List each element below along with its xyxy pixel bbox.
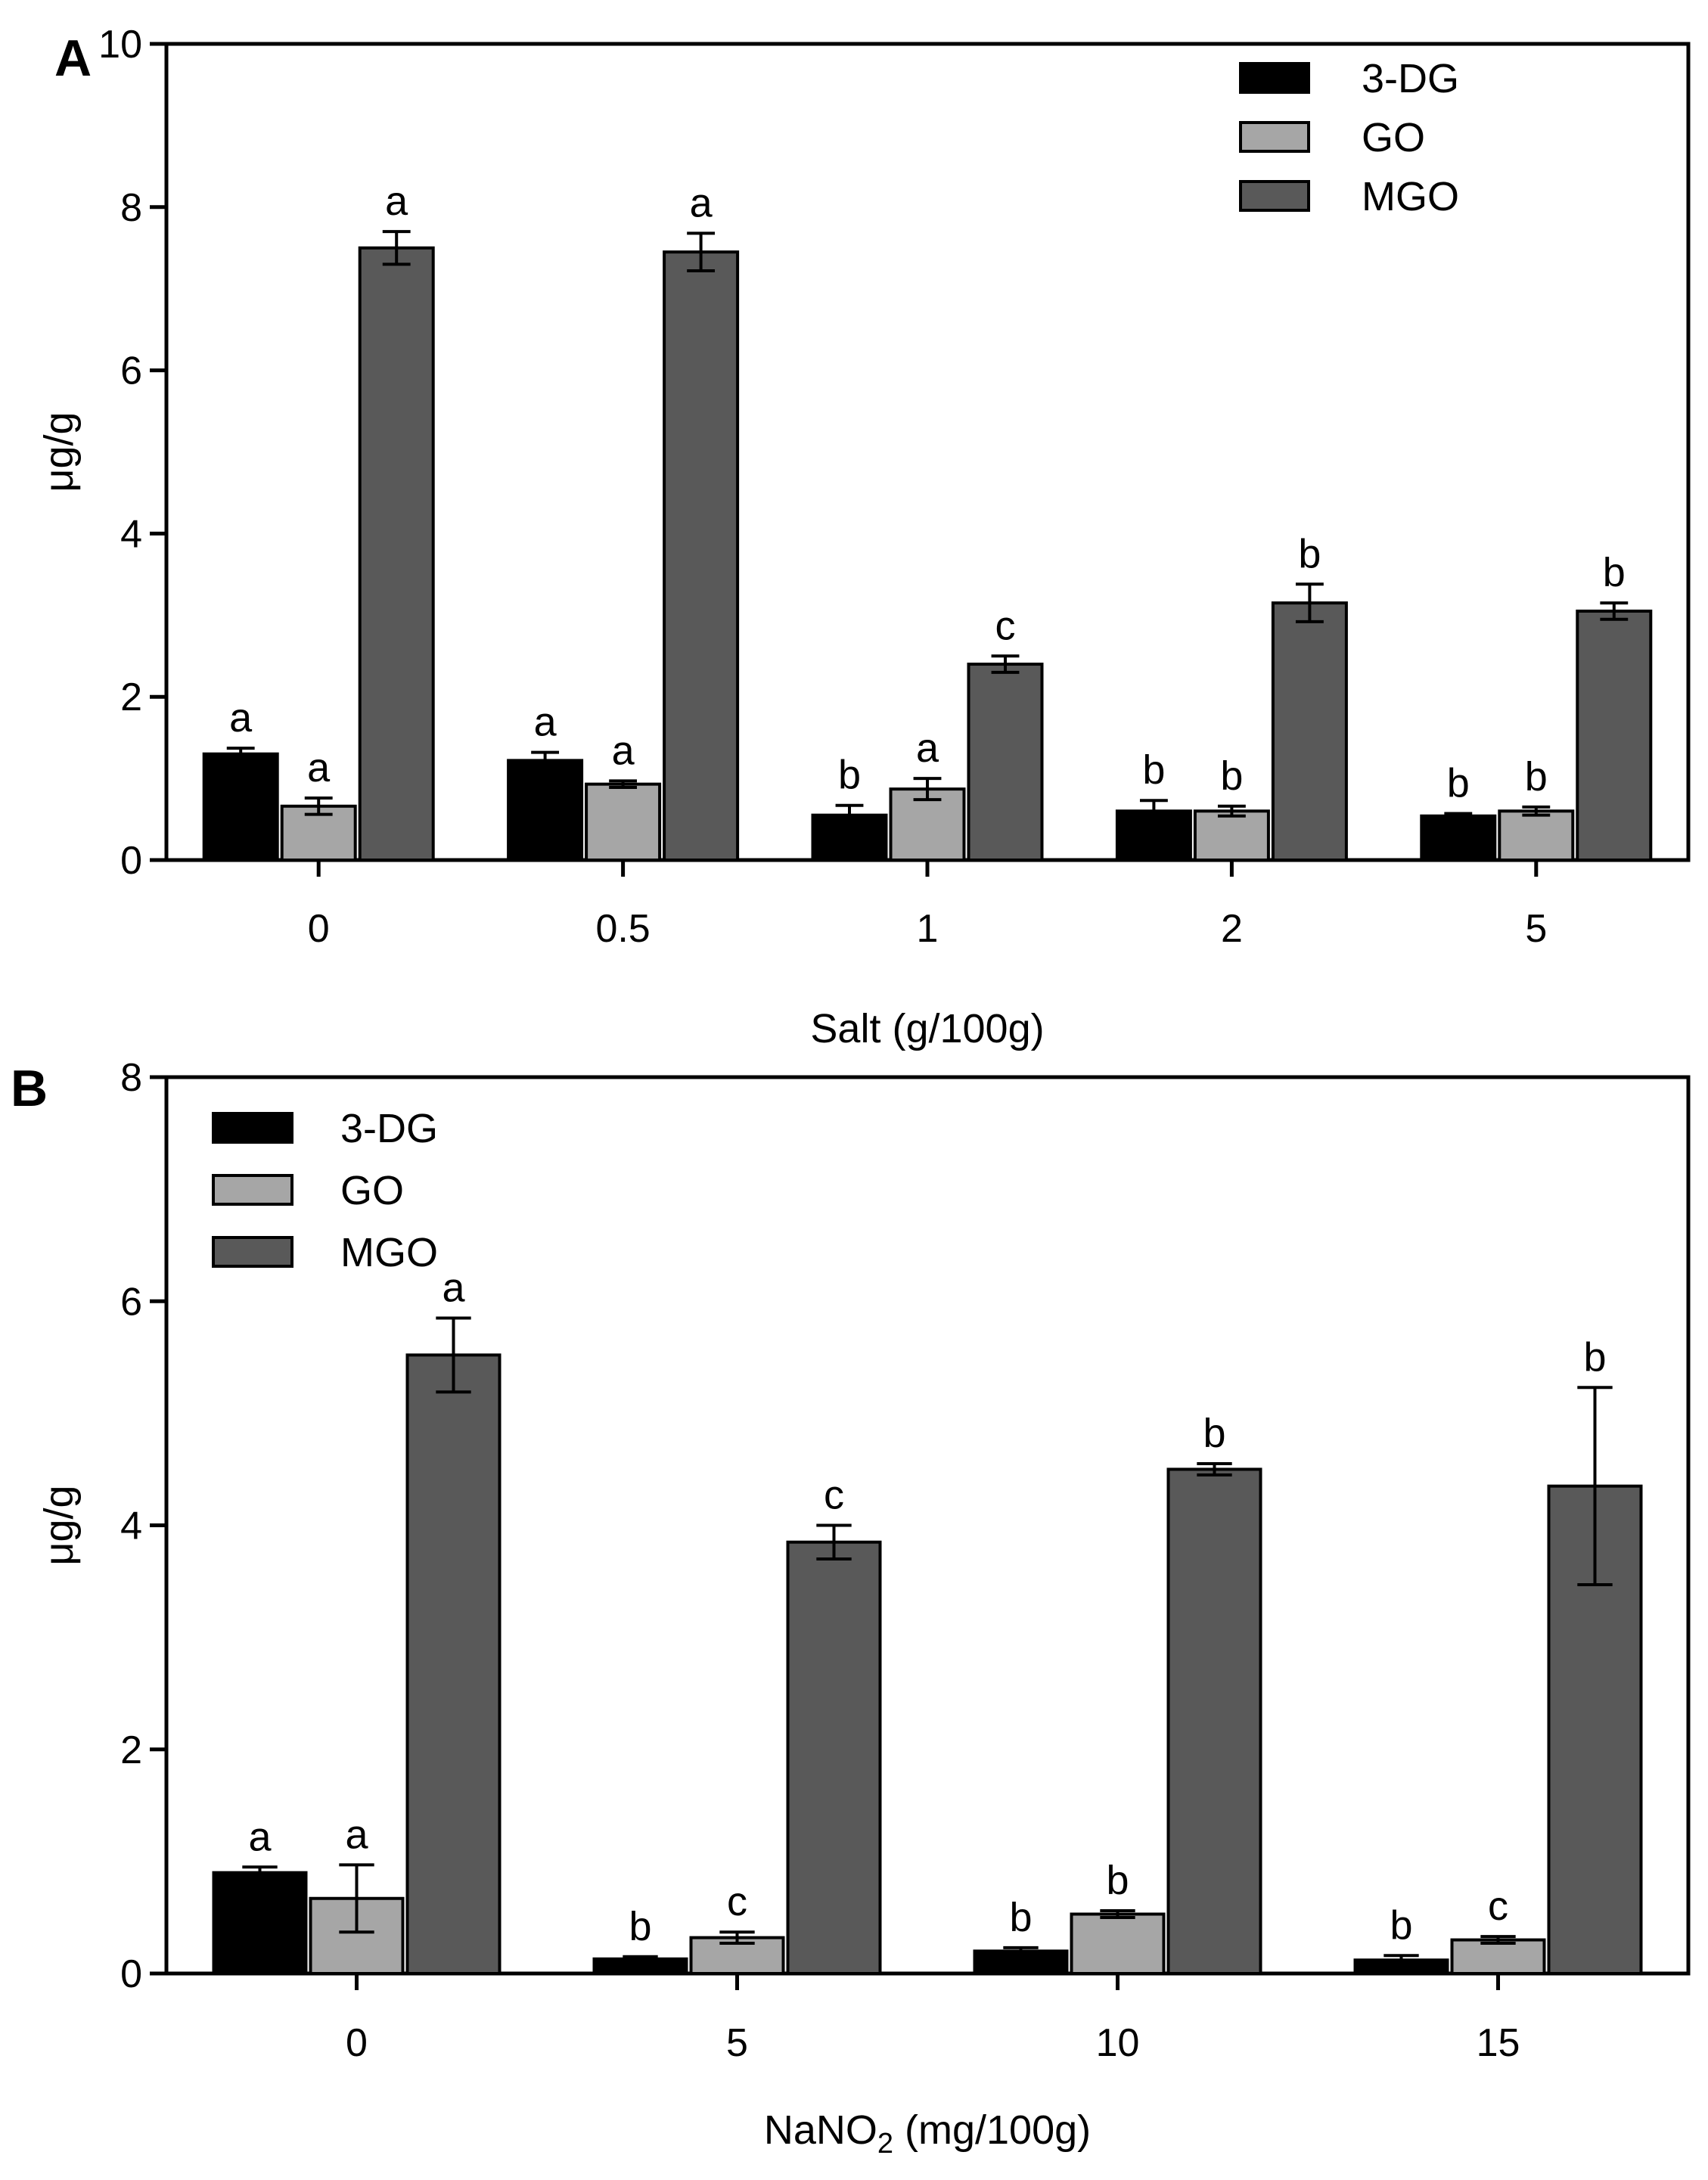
significance-letter: b bbox=[1583, 1334, 1606, 1380]
x-axis-label-subscript: 2 bbox=[877, 2128, 893, 2160]
chart-panel-a: 0 2 4 6 8 10 0 a a a 0.5 a a a 1 b a c 2 b b b 5 b b b 3-DG GO MGO μg… bbox=[36, 23, 1691, 1051]
bar-mgo bbox=[786, 1540, 882, 1975]
significance-letter: a bbox=[442, 1265, 465, 1310]
significance-letter: c bbox=[824, 1473, 844, 1518]
bar-mgo bbox=[358, 246, 435, 862]
x-axis-label-unit: (mg/100g) bbox=[893, 2107, 1091, 2153]
legend: 3-DG GO MGO bbox=[212, 1106, 438, 1275]
y-axis-label: μg/g bbox=[36, 1485, 82, 1565]
y-tick-label: 6 bbox=[120, 1280, 142, 1324]
bar-go bbox=[1070, 1912, 1166, 1975]
significance-letter: c bbox=[995, 603, 1016, 648]
y-tick-label: 4 bbox=[120, 1505, 142, 1548]
significance-letter: a bbox=[345, 1812, 368, 1857]
significance-letter: c bbox=[727, 1879, 747, 1924]
significance-letter: a bbox=[916, 725, 939, 771]
legend-swatch bbox=[1239, 62, 1310, 94]
bar-3-dg bbox=[202, 752, 279, 862]
legend-label: 3-DG bbox=[1362, 56, 1459, 101]
legend-swatch bbox=[212, 1236, 293, 1268]
significance-letter: a bbox=[248, 1814, 272, 1859]
significance-letter: b bbox=[1142, 747, 1165, 793]
bar-go bbox=[1498, 809, 1575, 862]
x-axis-label-main: NaNO bbox=[764, 2107, 877, 2153]
significance-letter: b bbox=[838, 753, 861, 798]
bar-mgo bbox=[967, 663, 1044, 862]
significance-letter: b bbox=[1009, 1895, 1032, 1940]
legend-swatch bbox=[1239, 180, 1310, 212]
legend-label: GO bbox=[340, 1168, 404, 1213]
y-tick-label: 6 bbox=[120, 349, 142, 393]
y-tick-label: 8 bbox=[120, 186, 142, 230]
significance-letter: b bbox=[1298, 531, 1321, 576]
significance-letter: b bbox=[1106, 1858, 1129, 1903]
y-axis-label: μg/g bbox=[36, 411, 82, 492]
x-tick-label: 5 bbox=[726, 2021, 748, 2065]
significance-letter: a bbox=[612, 728, 635, 773]
x-tick-label: 0 bbox=[308, 907, 330, 951]
significance-letter: b bbox=[1390, 1902, 1412, 1948]
y-tick-label: 0 bbox=[120, 839, 142, 883]
bar-mgo bbox=[663, 250, 740, 862]
panel-label: A bbox=[54, 30, 92, 87]
legend-label: GO bbox=[1362, 115, 1425, 160]
bar-3-dg bbox=[507, 759, 584, 862]
significance-letter: b bbox=[1525, 754, 1548, 800]
panel-label: B bbox=[11, 1060, 48, 1117]
significance-letter: b bbox=[1447, 760, 1470, 806]
legend-label: 3-DG bbox=[340, 1106, 438, 1151]
significance-letter: b bbox=[1220, 753, 1243, 799]
x-tick-label: 5 bbox=[1525, 907, 1547, 951]
legend-swatch bbox=[1239, 121, 1310, 153]
x-axis-label: Salt (g/100g) bbox=[810, 1006, 1044, 1051]
x-axis-label-main: Salt (g/100g) bbox=[810, 1006, 1044, 1051]
y-tick-label: 4 bbox=[120, 512, 142, 556]
bar-go bbox=[1193, 809, 1270, 862]
significance-letter: b bbox=[1603, 550, 1626, 595]
x-tick-label: 0.5 bbox=[595, 907, 650, 951]
bar-mgo bbox=[1166, 1467, 1262, 1975]
x-tick-label: 15 bbox=[1477, 2021, 1520, 2065]
bar-go bbox=[1450, 1938, 1546, 1975]
chart-panel-b: 0 2 4 6 8 0 a a a 5 b c c 10 b b b 15 b c b 3-DG GO MGO μg/g NaNO… bbox=[11, 1056, 1691, 2160]
significance-letter: a bbox=[385, 179, 408, 224]
significance-letter: a bbox=[229, 695, 253, 741]
y-tick-label: 0 bbox=[120, 1952, 142, 1996]
legend-label: MGO bbox=[1362, 174, 1459, 219]
x-tick-label: 10 bbox=[1096, 2021, 1140, 2065]
significance-letter: a bbox=[534, 700, 557, 745]
significance-letter: b bbox=[629, 1904, 651, 1949]
bar-3-dg bbox=[212, 1871, 308, 1975]
x-axis-label: NaNO2 (mg/100g) bbox=[764, 2107, 1091, 2160]
legend: 3-DG GO MGO bbox=[1239, 56, 1459, 219]
significance-letter: c bbox=[1488, 1883, 1508, 1929]
bar-mgo bbox=[1271, 601, 1348, 862]
significance-letter: b bbox=[1203, 1411, 1225, 1456]
x-tick-label: 1 bbox=[917, 907, 939, 951]
bar-mgo bbox=[405, 1353, 502, 1975]
y-tick-label: 8 bbox=[120, 1056, 142, 1100]
bar-go bbox=[585, 782, 662, 862]
legend-label: MGO bbox=[340, 1230, 438, 1275]
x-tick-label: 2 bbox=[1221, 907, 1243, 951]
legend-swatch bbox=[212, 1174, 293, 1206]
y-tick-label: 2 bbox=[120, 1728, 142, 1772]
bar-mgo bbox=[1576, 609, 1653, 862]
y-tick-label: 2 bbox=[120, 675, 142, 719]
x-tick-label: 0 bbox=[346, 2021, 368, 2065]
legend-swatch bbox=[212, 1112, 293, 1144]
significance-letter: a bbox=[307, 745, 331, 790]
bar-3-dg bbox=[1420, 814, 1497, 862]
significance-letter: a bbox=[690, 180, 713, 225]
y-tick-label: 10 bbox=[98, 23, 142, 67]
